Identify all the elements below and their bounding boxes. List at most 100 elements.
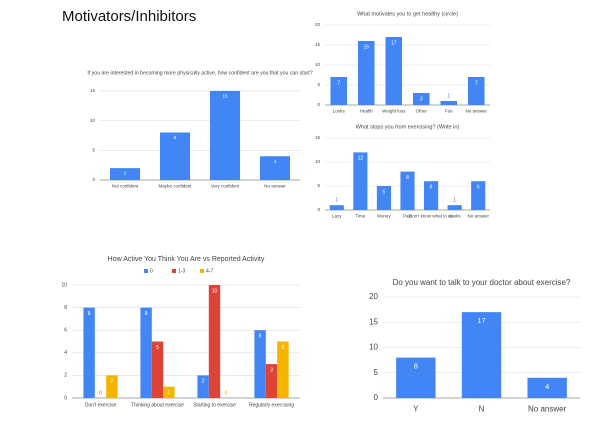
y-tick-label: 0 (317, 102, 320, 107)
y-tick-label: 15 (315, 135, 321, 140)
data-label: 4 (274, 159, 277, 164)
x-tick-label: Fun (445, 108, 453, 113)
bar (208, 285, 221, 398)
chart-title: What stops you from exercising? (Write i… (356, 124, 460, 130)
legend-label: 1-3 (178, 268, 185, 274)
data-label: 1 (335, 198, 338, 204)
data-label: 10 (212, 288, 218, 294)
x-tick-label: No answer (467, 213, 489, 218)
bar (254, 330, 266, 398)
data-label: 1 (453, 198, 456, 204)
data-label: 0 (225, 390, 228, 396)
bar (330, 77, 347, 105)
bar (385, 37, 402, 105)
y-tick-label: 10 (90, 118, 96, 123)
data-label: 17 (477, 316, 485, 325)
data-label: 5 (156, 345, 159, 351)
y-tick-label: 15 (90, 88, 96, 93)
y-tick-label: 15 (369, 317, 378, 326)
data-label: 16 (363, 44, 369, 50)
data-label: 2 (124, 171, 127, 176)
y-tick-label: 20 (369, 292, 378, 301)
y-tick-label: 5 (92, 148, 95, 153)
bar (396, 357, 436, 398)
data-label: 0 (99, 390, 102, 396)
x-tick-label: Don't know what to do (409, 213, 454, 218)
bar (151, 341, 164, 398)
bar (140, 307, 152, 398)
x-tick-label: Other (416, 108, 428, 113)
legend-label: 0 (150, 268, 153, 274)
y-tick-label: 15 (315, 42, 321, 47)
x-tick-label: Thinking about exercise (131, 402, 184, 408)
x-tick-label: Maybe confident (158, 183, 192, 188)
data-label: 8 (414, 362, 418, 371)
x-tick-label: Lazy (332, 213, 342, 218)
x-tick-label: Looks (449, 213, 462, 218)
x-tick-label: Don't exercise (85, 402, 117, 408)
x-tick-label: Y (413, 404, 419, 413)
x-tick-label: Weight loss (382, 108, 406, 113)
x-tick-label: No answer (264, 183, 286, 188)
data-label: 15 (222, 94, 228, 99)
x-tick-label: Regularly exercising (249, 402, 294, 408)
bar (353, 152, 368, 210)
bar (277, 341, 289, 398)
y-tick-label: 0 (317, 207, 320, 212)
x-tick-label: No answer (465, 108, 487, 113)
chart-title: Do you want to talk to your doctor about… (393, 278, 571, 287)
data-label: 8 (88, 311, 91, 317)
bar (468, 77, 485, 105)
data-label: 17 (391, 40, 397, 46)
bar (106, 375, 118, 398)
data-label: 7 (337, 80, 340, 86)
x-tick-label: Looks (333, 108, 346, 113)
bar (424, 181, 439, 210)
legend-label: 4-7 (206, 268, 213, 274)
bar (110, 168, 140, 180)
data-label: 8 (406, 175, 409, 181)
bar (440, 101, 457, 105)
y-tick-label: 5 (317, 82, 320, 87)
bar (160, 132, 190, 180)
chart-title: If you are interested in becoming more p… (87, 70, 312, 76)
bar (358, 41, 375, 105)
bar (260, 156, 290, 180)
y-tick-label: 0 (92, 177, 95, 182)
chart-title: How Active You Think You Are vs Reported… (108, 256, 265, 263)
data-label: 5 (282, 345, 285, 351)
bar (83, 307, 95, 398)
slide-title: Motivators/Inhibitors (62, 8, 196, 25)
y-tick-label: 4 (64, 350, 67, 356)
data-label: 2 (111, 379, 114, 385)
bar (461, 312, 502, 398)
legend-swatch (200, 269, 204, 273)
y-tick-label: 10 (61, 282, 67, 288)
bar (376, 186, 391, 210)
legend-swatch (144, 269, 148, 273)
data-label: 2 (202, 379, 205, 385)
bar (413, 93, 430, 105)
bar (197, 375, 209, 398)
bar (447, 205, 462, 210)
bar (527, 377, 567, 398)
data-label: 12 (358, 156, 364, 162)
x-tick-label: Health (360, 108, 374, 113)
bar (163, 386, 175, 398)
y-tick-label: 0 (64, 395, 67, 401)
x-tick-label: No answer (528, 404, 567, 413)
y-tick-label: 5 (317, 183, 320, 188)
x-tick-label: Time (355, 213, 365, 218)
data-label: 1 (447, 93, 450, 99)
data-label: 6 (259, 334, 262, 340)
data-label: 3 (420, 96, 423, 102)
bar (471, 181, 486, 210)
y-tick-label: 0 (374, 393, 379, 402)
x-tick-label: Not confident (112, 183, 139, 188)
bar (265, 364, 278, 398)
bar (400, 171, 415, 210)
data-label: 4 (545, 382, 549, 391)
y-tick-label: 10 (369, 343, 378, 352)
x-tick-label: Very confident (211, 183, 240, 188)
y-tick-label: 10 (315, 62, 321, 67)
